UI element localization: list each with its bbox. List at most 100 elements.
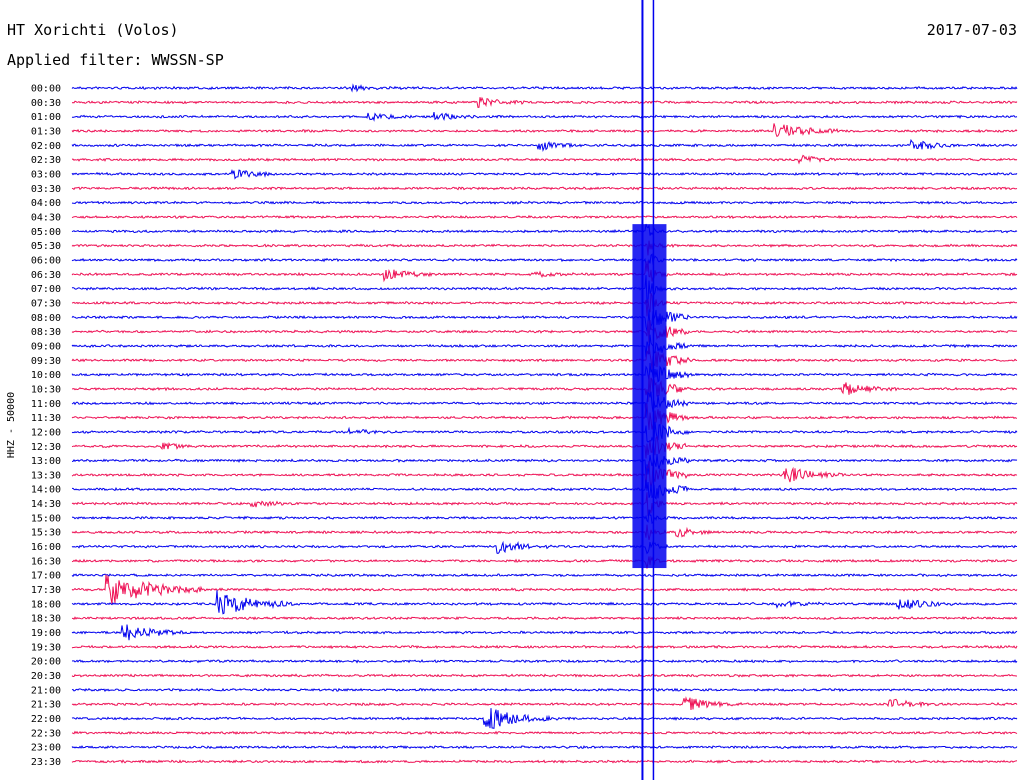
time-tick-label: 19:30 bbox=[31, 642, 61, 653]
date-label: 2017-07-03 bbox=[926, 21, 1017, 39]
trace-line-1630 bbox=[71, 555, 1018, 569]
trace-line-2130 bbox=[71, 696, 1018, 710]
trace-line-1930 bbox=[71, 644, 1018, 650]
trace-line-0130 bbox=[71, 123, 1018, 138]
time-tick-label: 20:00 bbox=[31, 657, 61, 668]
trace-line-0100 bbox=[71, 111, 1018, 122]
time-tick-label: 13:00 bbox=[31, 456, 61, 467]
time-tick-label: 10:00 bbox=[31, 370, 61, 381]
trace-line-0230 bbox=[71, 154, 1018, 165]
time-tick-label: 19:00 bbox=[31, 628, 61, 639]
time-tick-label: 05:00 bbox=[31, 227, 61, 238]
trace-line-1200 bbox=[71, 421, 1018, 443]
trace-line-2300 bbox=[71, 745, 1018, 750]
time-tick-label: 14:30 bbox=[31, 499, 61, 510]
time-tick-label: 02:30 bbox=[31, 155, 61, 166]
time-tick-label: 15:30 bbox=[31, 528, 61, 539]
trace-line-1700 bbox=[71, 573, 1018, 578]
time-tick-label: 08:00 bbox=[31, 313, 61, 324]
trace-line-1230 bbox=[71, 435, 1018, 459]
trace-line-1030 bbox=[72, 374, 1018, 402]
trace-line-1100 bbox=[71, 391, 1018, 418]
time-tick-label: 02:00 bbox=[31, 141, 61, 152]
trace-line-1800 bbox=[71, 590, 1018, 615]
trace-line-0800 bbox=[71, 309, 1018, 332]
trace-line-0430 bbox=[71, 214, 1018, 220]
trace-line-0330 bbox=[71, 186, 1018, 191]
time-tick-label: 09:30 bbox=[31, 356, 61, 367]
time-tick-label: 18:30 bbox=[31, 614, 61, 625]
station-title: HT Xorichti (Volos) bbox=[7, 21, 179, 39]
trace-line-2200 bbox=[71, 708, 1018, 729]
time-tick-label: 11:30 bbox=[31, 413, 61, 424]
time-tick-label: 21:00 bbox=[31, 685, 61, 696]
time-tick-label: 14:00 bbox=[31, 485, 61, 496]
trace-line-0300 bbox=[71, 169, 1018, 180]
trace-line-2230 bbox=[71, 730, 1018, 736]
trace-line-0830 bbox=[71, 320, 1018, 344]
time-tick-label: 16:30 bbox=[31, 556, 61, 567]
time-tick-label: 22:30 bbox=[31, 728, 61, 739]
trace-line-0730 bbox=[71, 292, 1018, 317]
time-tick-label: 00:30 bbox=[31, 98, 61, 109]
time-tick-label: 12:00 bbox=[31, 427, 61, 438]
time-tick-label: 01:30 bbox=[31, 126, 61, 137]
time-tick-label: 04:30 bbox=[31, 212, 61, 223]
trace-line-0030 bbox=[71, 96, 1018, 108]
time-tick-label: 05:30 bbox=[31, 241, 61, 252]
time-tick-label: 12:30 bbox=[31, 442, 61, 453]
trace-line-1430 bbox=[71, 492, 1018, 517]
trace-line-1400 bbox=[72, 479, 1018, 500]
trace-line-1330 bbox=[71, 460, 1018, 489]
trace-line-0530 bbox=[71, 240, 1018, 256]
time-tick-label: 22:00 bbox=[31, 714, 61, 725]
time-tick-label: 21:30 bbox=[31, 700, 61, 711]
trace-line-0400 bbox=[71, 200, 1018, 205]
trace-line-0700 bbox=[71, 275, 1018, 304]
trace-line-0930 bbox=[71, 345, 1018, 371]
filter-label: Applied filter: WWSSN-SP bbox=[7, 51, 224, 69]
time-tick-label: 11:00 bbox=[31, 399, 61, 410]
trace-line-0600 bbox=[71, 253, 1018, 266]
time-tick-label: 15:00 bbox=[31, 513, 61, 524]
time-tick-label: 00:00 bbox=[31, 84, 61, 95]
trace-line-2000 bbox=[71, 659, 1018, 664]
time-tick-label: 17:30 bbox=[31, 585, 61, 596]
trace-line-0500 bbox=[71, 223, 1018, 236]
time-tick-label: 23:30 bbox=[31, 757, 61, 768]
time-tick-label: 23:00 bbox=[31, 743, 61, 754]
trace-line-0200 bbox=[71, 138, 1018, 152]
time-tick-label: 08:30 bbox=[31, 327, 61, 338]
trace-line-0000 bbox=[71, 83, 1018, 93]
time-tick-label: 03:30 bbox=[31, 184, 61, 195]
trace-line-1000 bbox=[71, 362, 1018, 383]
main-event-saturation bbox=[632, 224, 667, 569]
trace-line-1500 bbox=[71, 509, 1018, 524]
time-tick-label: 06:30 bbox=[31, 270, 61, 281]
time-tick-label: 01:00 bbox=[31, 112, 61, 123]
trace-line-2030 bbox=[71, 673, 1017, 678]
time-tick-label: 10:30 bbox=[31, 384, 61, 395]
time-tick-label: 07:00 bbox=[31, 284, 61, 295]
time-tick-label: 09:00 bbox=[31, 341, 61, 352]
trace-line-2100 bbox=[71, 687, 1018, 693]
trace-line-1300 bbox=[72, 453, 1018, 476]
time-tick-label: 17:00 bbox=[31, 571, 61, 582]
time-tick-label: 20:30 bbox=[31, 671, 61, 682]
time-tick-label: 18:00 bbox=[31, 599, 61, 610]
time-tick-label: 03:00 bbox=[31, 169, 61, 180]
time-tick-label: 07:30 bbox=[31, 298, 61, 309]
time-tick-label: 16:00 bbox=[31, 542, 61, 553]
y-axis-label: HHZ - 50000 bbox=[6, 392, 17, 458]
time-tick-label: 06:00 bbox=[31, 255, 61, 266]
trace-line-1830 bbox=[71, 615, 1018, 621]
trace-line-0630 bbox=[71, 260, 1018, 283]
trace-line-1130 bbox=[71, 402, 1018, 431]
trace-line-1730 bbox=[71, 574, 1018, 605]
trace-line-1530 bbox=[71, 524, 1018, 541]
trace-line-1900 bbox=[71, 624, 1018, 641]
trace-line-0900 bbox=[71, 334, 1018, 358]
time-tick-label: 04:00 bbox=[31, 198, 61, 209]
time-tick-label: 13:30 bbox=[31, 470, 61, 481]
